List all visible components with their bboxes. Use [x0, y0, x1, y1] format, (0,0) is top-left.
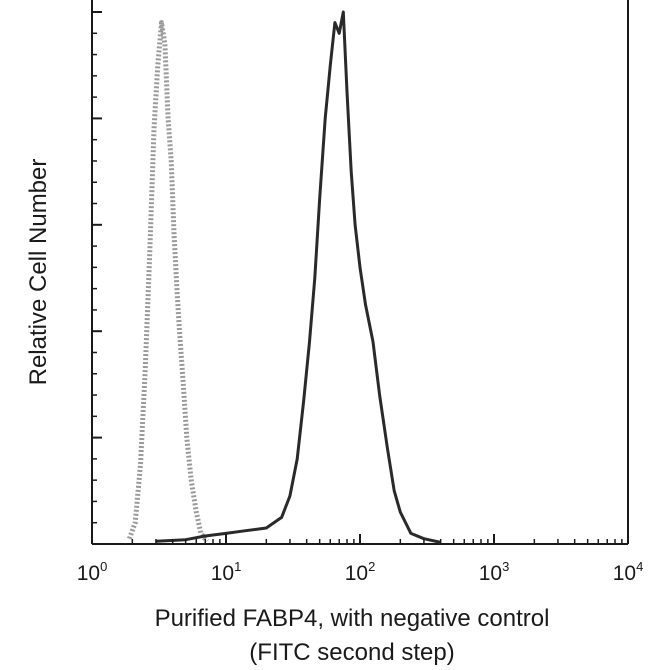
x-axis: 100 101 102 103 104	[77, 534, 644, 585]
x-tick-label: 104	[613, 559, 644, 585]
y-axis	[92, 11, 102, 545]
x-tick-label: 100	[77, 559, 108, 585]
x-axis-title-line2: (FITC second step)	[249, 639, 454, 666]
series-layer	[127, 10, 442, 544]
x-tick-label: 102	[345, 559, 376, 585]
fabp4-histogram	[155, 10, 442, 544]
y-axis-title: Relative Cell Number	[25, 159, 52, 386]
x-axis-title-line1: Purified FABP4, with negative control	[155, 605, 550, 632]
negative-control-histogram	[127, 20, 209, 543]
x-tick-label: 103	[479, 559, 510, 585]
x-tick-label: 101	[211, 559, 242, 585]
